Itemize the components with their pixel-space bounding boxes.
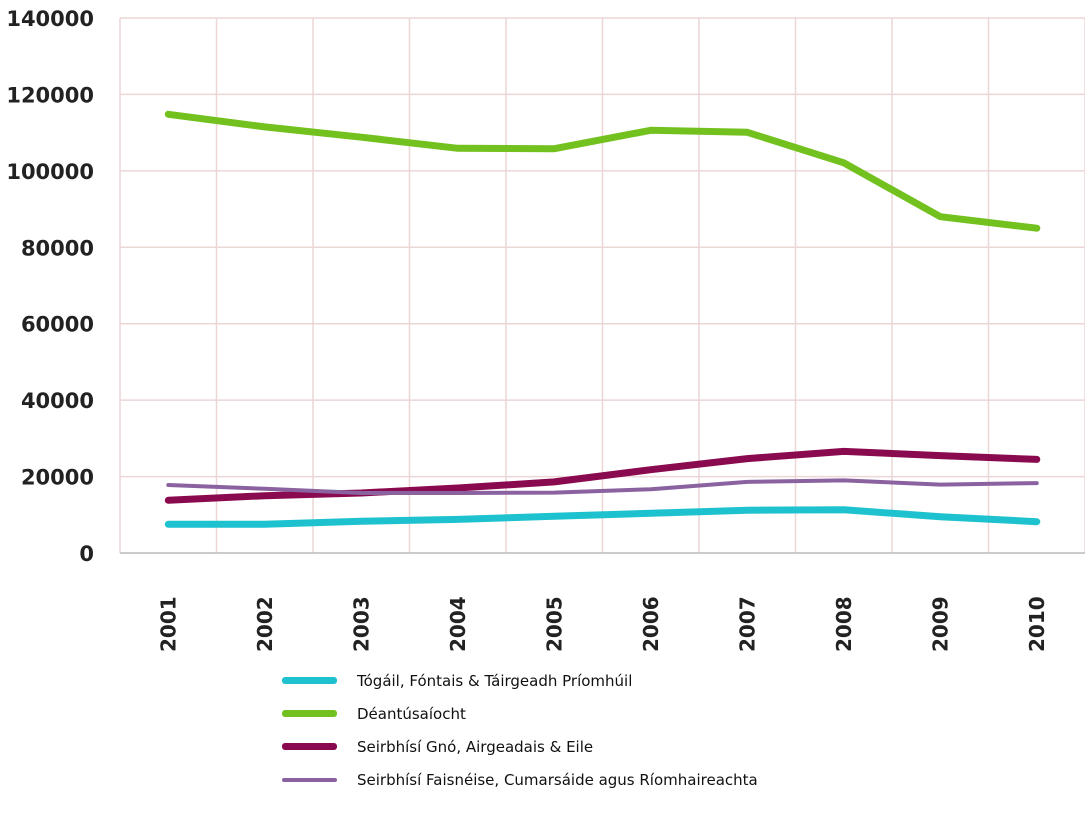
legend-label-construction: Tógáil, Fóntais & Táirgeadh Príomhúil xyxy=(357,671,633,690)
x-tick-label: 2005 xyxy=(542,596,566,652)
x-tick-label: 2006 xyxy=(639,596,663,652)
series-line-3 xyxy=(164,447,1041,504)
x-tick-label: 2009 xyxy=(928,596,952,652)
legend-swatch-ict-services xyxy=(282,777,337,782)
legend-swatch-construction xyxy=(282,677,337,684)
legend-swatch-business-services xyxy=(282,743,337,750)
legend-item-business-services: Seirbhísí Gnó, Airgeadais & Eile xyxy=(282,732,902,761)
x-tick-label: 2010 xyxy=(1025,596,1049,652)
legend-item-manufacturing: Déantúsaíocht xyxy=(282,699,902,728)
y-tick-label: 60000 xyxy=(21,313,94,337)
y-tick-label: 140000 xyxy=(6,7,94,31)
x-tick-label: 2002 xyxy=(253,596,277,652)
legend-item-construction: Tógáil, Fóntais & Táirgeadh Príomhúil xyxy=(282,666,902,695)
legend-label-ict-services: Seirbhísí Faisnéise, Cumarsáide agus Río… xyxy=(357,770,758,789)
line-chart: 020000400006000080000100000120000140000 … xyxy=(6,7,1085,652)
x-axis-ticks: 2001 2002 2003 2004 2005 2006 2007 2008 2009 2010 xyxy=(156,596,1049,652)
legend-item-ict-services: Seirbhísí Faisnéise, Cumarsáide agus Río… xyxy=(282,765,902,794)
chart-series xyxy=(164,110,1041,528)
y-tick-label: 20000 xyxy=(21,466,94,490)
series-line-2 xyxy=(164,110,1041,232)
legend-swatch-manufacturing xyxy=(282,710,337,717)
legend-label-business-services: Seirbhísí Gnó, Airgeadais & Eile xyxy=(357,737,594,756)
y-axis-ticks: 0 20000 40000 60000 80000 100000 120000 140000 xyxy=(6,7,94,566)
series-line-4 xyxy=(166,478,1039,495)
x-tick-label: 2004 xyxy=(446,596,470,652)
y-tick-label: 40000 xyxy=(21,389,94,413)
series-line-1 xyxy=(164,506,1041,528)
y-tick-label: 80000 xyxy=(21,236,94,260)
legend-label-manufacturing: Déantúsaíocht xyxy=(357,704,466,723)
y-tick-label: 0 xyxy=(79,542,94,566)
chart-legend: Tógáil, Fóntais & Táirgeadh Príomhúil Dé… xyxy=(282,666,902,798)
y-tick-label: 100000 xyxy=(6,160,94,184)
x-tick-label: 2003 xyxy=(349,596,373,652)
x-tick-label: 2001 xyxy=(156,596,180,652)
x-tick-label: 2008 xyxy=(832,596,856,652)
y-tick-label: 120000 xyxy=(6,83,94,107)
x-tick-label: 2007 xyxy=(735,596,759,652)
